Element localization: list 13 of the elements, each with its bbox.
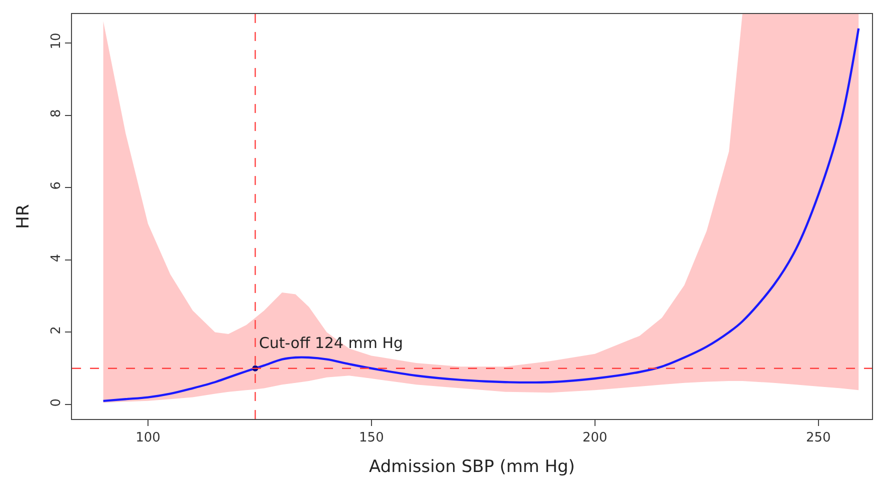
y-tick-label: 8 xyxy=(48,109,64,118)
y-tick-label: 10 xyxy=(48,32,64,50)
y-tick-label: 6 xyxy=(48,181,64,190)
x-tick-label: 200 xyxy=(582,430,608,446)
y-tick-label: 4 xyxy=(48,254,64,262)
x-tick-label: 100 xyxy=(136,430,160,446)
y-tick-label: 0 xyxy=(48,398,64,407)
y-axis-title: HR xyxy=(13,204,34,229)
x-tick-label: 150 xyxy=(359,430,384,446)
annotation: Cut-off 124 mm Hg xyxy=(259,334,404,352)
x-axis-title: Admission SBP (mm Hg) xyxy=(369,457,575,477)
y-tick-label: 2 xyxy=(48,326,64,334)
x-tick-label: 250 xyxy=(806,430,831,446)
